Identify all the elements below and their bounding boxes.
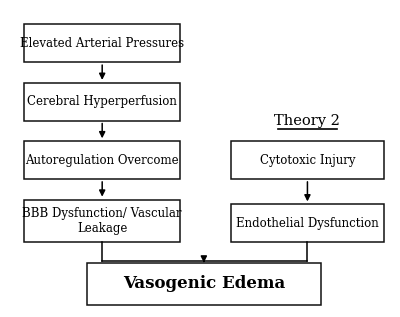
- Text: Vasogenic Edema: Vasogenic Edema: [123, 275, 285, 293]
- Text: Elevated Arterial Pressures: Elevated Arterial Pressures: [20, 37, 184, 50]
- Text: BBB Dysfunction/ Vascular
Leakage: BBB Dysfunction/ Vascular Leakage: [22, 207, 182, 235]
- Text: Cerebral Hyperperfusion: Cerebral Hyperperfusion: [27, 95, 177, 108]
- Text: Autoregulation Overcome: Autoregulation Overcome: [25, 153, 179, 166]
- FancyBboxPatch shape: [231, 204, 384, 242]
- Text: Cytotoxic Injury: Cytotoxic Injury: [260, 153, 355, 166]
- Text: Theory 2: Theory 2: [274, 113, 340, 128]
- FancyBboxPatch shape: [24, 141, 180, 179]
- FancyBboxPatch shape: [86, 263, 321, 305]
- Text: Endothelial Dysfunction: Endothelial Dysfunction: [236, 217, 379, 230]
- FancyBboxPatch shape: [24, 24, 180, 62]
- FancyBboxPatch shape: [231, 141, 384, 179]
- FancyBboxPatch shape: [24, 199, 180, 242]
- FancyBboxPatch shape: [24, 83, 180, 121]
